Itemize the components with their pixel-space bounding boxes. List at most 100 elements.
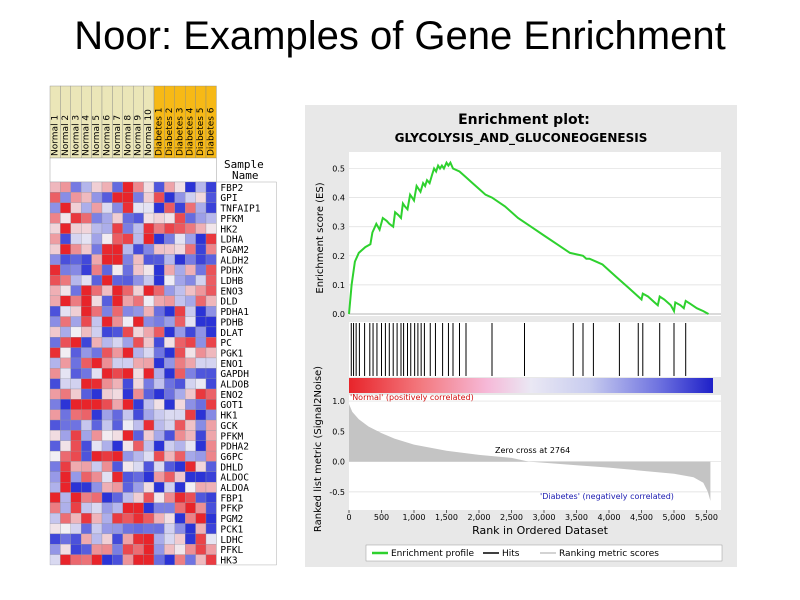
gene-label: ENO2 (220, 390, 243, 401)
gene-label: ALDOB (220, 380, 249, 391)
gene-label: FBP2 (220, 183, 243, 194)
gene-label: PGAM2 (220, 245, 249, 256)
gene-label: GCK (220, 421, 237, 432)
ranking-gridlines (349, 400, 721, 493)
gene-label: ALDOC (220, 473, 249, 484)
gene-label: PDHA1 (220, 307, 249, 318)
gene-label: ALDH2 (220, 255, 249, 266)
gene-label: LDHA (220, 235, 243, 246)
gene-label: PC (220, 338, 231, 349)
gene-label: DHLD (220, 462, 243, 473)
legend-label: Hits (502, 549, 520, 559)
slide-title: Noor: Examples of Gene Enrichment (74, 14, 726, 58)
x-tick-label: 5,000 (663, 513, 686, 522)
x-tick-label: 1,000 (403, 513, 426, 522)
x-tick-label: 4,500 (630, 513, 653, 522)
sample-label: Diabetes 1 (154, 107, 164, 156)
sample-header-line1: Sample (224, 158, 264, 171)
x-tick-label: 500 (374, 513, 389, 522)
gene-label: PFKL (220, 545, 243, 556)
gene-label: HK3 (220, 555, 237, 566)
ranking-ylabel: Ranked list metric (Signal2Noise) (313, 366, 324, 532)
x-tick-label: 0 (346, 513, 351, 522)
ranking-tick-labels: 1.0 0.5 0.0 -0.5 (329, 397, 345, 497)
ranking-tick-label: 1.0 (332, 397, 345, 406)
gene-label: GOT1 (220, 400, 243, 411)
sample-label: Diabetes 2 (165, 107, 175, 156)
chart-title: Enrichment plot: (458, 112, 590, 128)
es-ylabel: Enrichment score (ES) (315, 182, 326, 293)
gene-label: LDHB (220, 276, 243, 287)
es-tick-labels: 0.5 0.4 0.3 0.2 0.1 0.0 (332, 165, 345, 319)
sample-label: Normal 1 (50, 115, 60, 156)
sample-label: Normal 3 (71, 115, 81, 156)
sample-label: Normal 5 (92, 115, 102, 156)
gene-label: G6PC (220, 452, 243, 463)
gene-label: PCK1 (220, 524, 243, 535)
ranking-tick-label: 0.5 (332, 427, 345, 436)
gene-label: ENO3 (220, 286, 243, 297)
x-tick-labels: 0 500 1,000 1,500 2,000 2,500 3,000 3,500 4,000 4… (346, 510, 718, 522)
es-tick-label: 0.1 (332, 281, 345, 290)
legend-label: Ranking metric scores (559, 549, 659, 559)
ranking-tick-label: -0.5 (329, 488, 345, 497)
gene-label: GAPDH (220, 369, 249, 380)
hits-plot-area (349, 322, 721, 377)
es-gridlines (349, 168, 721, 315)
es-profile-line (348, 160, 709, 315)
gene-label: PDHX (220, 266, 243, 277)
x-tick-label: 5,500 (695, 513, 718, 522)
es-tick-label: 0.0 (332, 310, 345, 319)
gene-label: PGM2 (220, 514, 243, 525)
chart-subtitle: GLYCOLYSIS_AND_GLUCONEOGENESIS (395, 131, 648, 146)
ranking-metric-area (349, 404, 711, 501)
sample-headers: Normal 1 Normal 2 Normal 3 Normal 4 Normal 5… (49, 85, 217, 183)
sample-label: Diabetes 4 (186, 107, 196, 156)
x-tick-label: 4,000 (598, 513, 621, 522)
gene-label: ALDOA (220, 483, 249, 494)
gene-label: FBP1 (220, 493, 243, 504)
legend-label: Enrichment profile (391, 549, 475, 559)
es-tick-label: 0.5 (332, 165, 345, 174)
es-tick-label: 0.3 (332, 223, 345, 232)
ranking-tick-label: 0.0 (332, 458, 345, 467)
x-tick-label: 2,000 (468, 513, 491, 522)
heatmap-cells (49, 181, 217, 566)
sample-label: Normal 8 (123, 115, 133, 156)
x-tick-label: 3,000 (533, 513, 556, 522)
gene-label: GPI (220, 193, 237, 204)
gene-label: PFKP (220, 504, 243, 515)
es-tick-label: 0.2 (332, 252, 345, 261)
rank-color-bar (349, 378, 713, 393)
x-tick-label: 1,500 (435, 513, 458, 522)
zero-cross-label: Zero cross at 2764 (495, 446, 570, 455)
x-axis-label: Rank in Ordered Dataset (472, 524, 609, 537)
heatmap-spacer (49, 157, 217, 183)
gene-label: TNFAIP1 (220, 204, 260, 215)
gene-label: PGK1 (220, 348, 243, 359)
es-tick-label: 0.4 (332, 194, 345, 203)
sample-label: Diabetes 3 (175, 107, 185, 156)
gene-label: HK1 (220, 411, 237, 422)
sample-label: Normal 9 (134, 115, 144, 156)
sample-label: Normal 4 (82, 115, 92, 156)
gene-label: PDHB (220, 317, 243, 328)
negative-label: 'Diabetes' (negatively correlated) (540, 492, 674, 501)
gene-label: HK2 (220, 224, 237, 235)
sample-label: Diabetes 6 (206, 107, 216, 156)
gene-label: PDHA2 (220, 442, 249, 453)
sample-label: Normal 2 (61, 115, 71, 156)
sample-label: Normal 6 (102, 115, 112, 156)
gene-label: PFKM (220, 431, 243, 442)
sample-header-line2: Name (232, 169, 259, 182)
x-tick-label: 2,500 (500, 513, 523, 522)
sample-label: Normal 10 (144, 109, 154, 156)
x-tick-label: 3,500 (565, 513, 588, 522)
sample-label: Normal 7 (113, 115, 123, 156)
sample-label: Diabetes 5 (196, 107, 206, 156)
positive-label: 'Normal' (positively correlated) (350, 393, 474, 402)
es-plot-area (349, 152, 721, 316)
